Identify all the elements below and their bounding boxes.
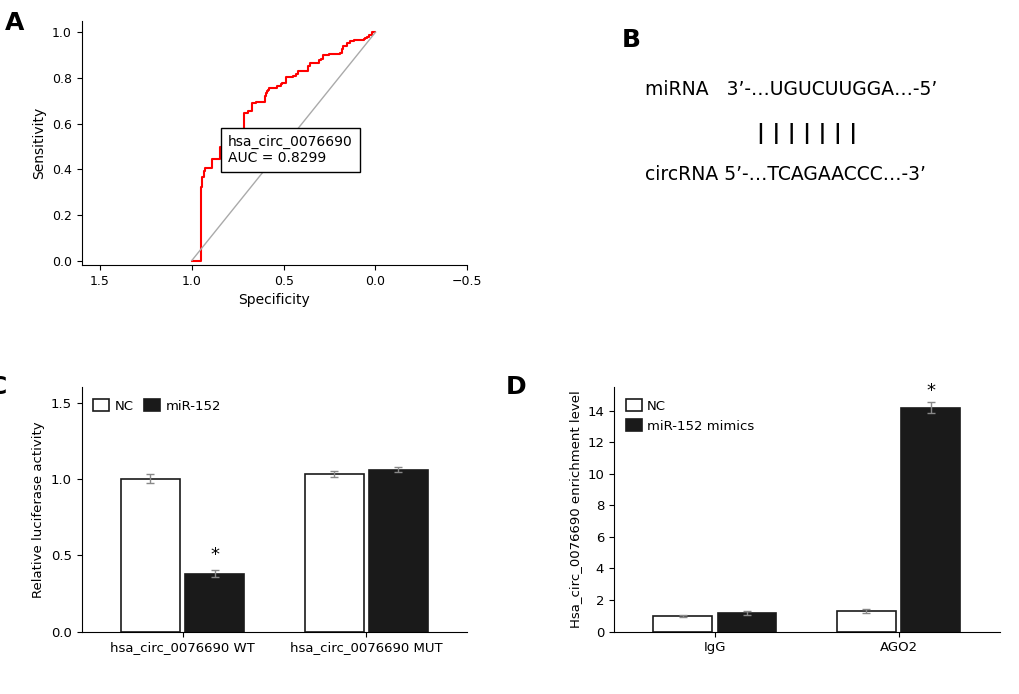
Text: *: * (925, 382, 934, 400)
Text: miRNA   3’-…UGUCUUGGA…-5’: miRNA 3’-…UGUCUUGGA…-5’ (644, 80, 936, 99)
Y-axis label: Hsa_circ_0076690 enrichment level: Hsa_circ_0076690 enrichment level (568, 391, 581, 628)
Text: hsa_circ_0076690
AUC = 0.8299: hsa_circ_0076690 AUC = 0.8299 (228, 135, 353, 165)
Bar (185, 573, 244, 632)
Text: circRNA 5’-…TCAGAACCC…-3’: circRNA 5’-…TCAGAACCC…-3’ (644, 165, 924, 184)
Y-axis label: Sensitivity: Sensitivity (33, 107, 46, 179)
Text: B: B (621, 28, 640, 52)
Text: *: * (210, 546, 219, 564)
Bar (369, 470, 427, 632)
Bar (121, 479, 179, 632)
Text: C: C (0, 375, 7, 399)
Text: | | | | | | |: | | | | | | | (756, 123, 856, 144)
Bar (653, 616, 711, 632)
Bar (305, 474, 363, 632)
Legend: NC, miR-152 mimics: NC, miR-152 mimics (620, 394, 759, 438)
Text: A: A (4, 11, 23, 35)
Y-axis label: Relative luciferase activity: Relative luciferase activity (33, 421, 45, 598)
Bar (837, 611, 895, 632)
X-axis label: Specificity: Specificity (238, 294, 310, 307)
Bar (717, 613, 775, 632)
Text: D: D (505, 375, 526, 399)
Bar (901, 408, 959, 632)
Legend: NC, miR-152: NC, miR-152 (88, 394, 226, 418)
